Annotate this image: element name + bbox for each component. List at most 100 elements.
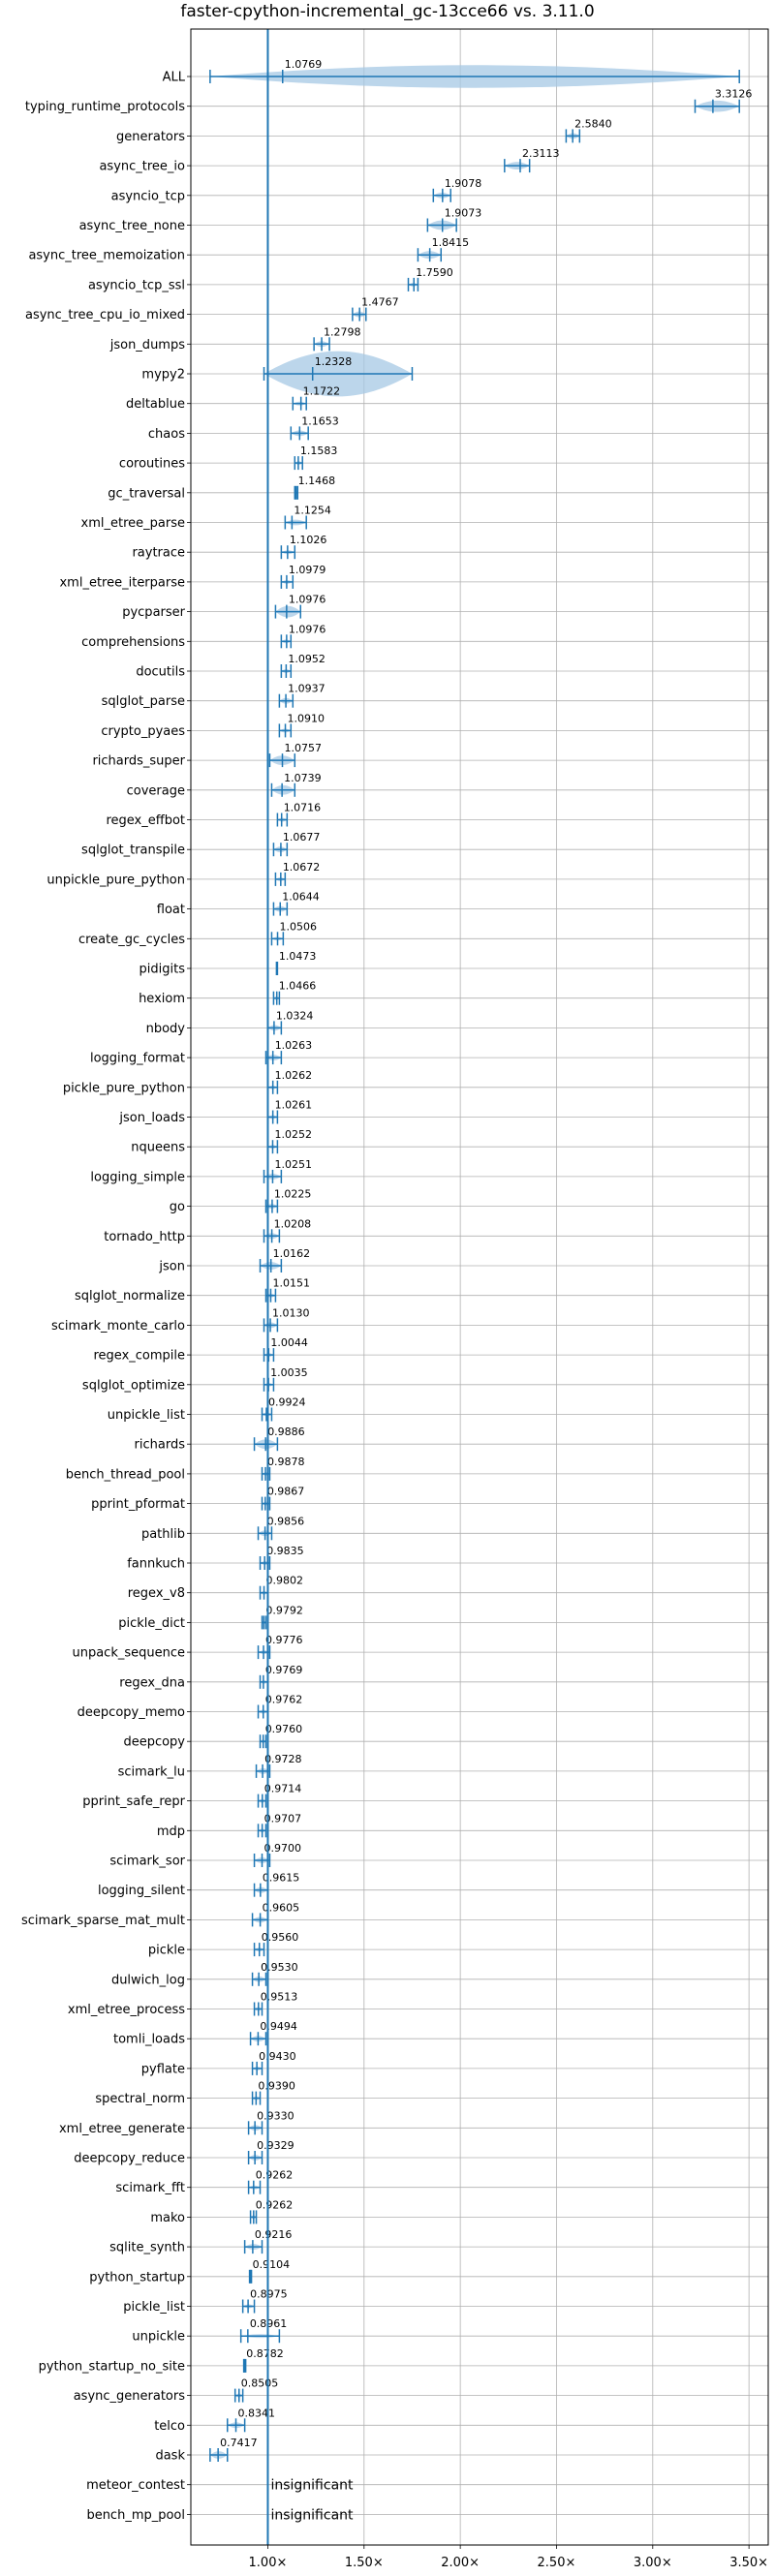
value-label: 0.7417 xyxy=(220,2437,258,2449)
value-label: 0.9769 xyxy=(265,1664,303,1676)
value-label: 3.3126 xyxy=(715,88,753,101)
value-label: 1.0252 xyxy=(274,1128,312,1141)
y-tick-label: tornado_http xyxy=(104,1230,185,1244)
value-label: 1.0151 xyxy=(272,1277,310,1290)
y-tick-label: logging_simple xyxy=(90,1170,185,1184)
y-tick-label: pickle xyxy=(148,1944,185,1958)
insignificant-label: insignificant xyxy=(270,2507,354,2523)
violins xyxy=(209,65,740,2459)
x-tick-label: 1.00× xyxy=(249,2556,288,2570)
value-label: 0.9776 xyxy=(265,1634,303,1646)
y-tick-label: async_tree_io xyxy=(99,160,185,174)
value-label: 1.2328 xyxy=(315,355,353,368)
value-label: 0.9430 xyxy=(259,2050,296,2063)
value-label: 1.0952 xyxy=(288,653,326,665)
y-tick-label: deepcopy_memo xyxy=(78,1705,185,1720)
x-tick-label: 1.50× xyxy=(345,2556,384,2570)
y-tick-label: unpickle xyxy=(132,2330,185,2345)
value-label: 0.9707 xyxy=(264,1812,302,1825)
y-tick-label: pickle_pure_python xyxy=(63,1081,185,1095)
y-tick-labels: ALL typing_runtime_protocols generators asy… xyxy=(21,71,191,2523)
value-label: 1.0262 xyxy=(275,1069,313,1082)
value-label: 1.0506 xyxy=(280,920,318,933)
y-tick-label: regex_effbot xyxy=(106,813,185,828)
value-label: 0.9615 xyxy=(263,1872,300,1885)
y-tick-label: deepcopy_reduce xyxy=(74,2152,185,2166)
value-label: 0.9104 xyxy=(253,2258,291,2271)
value-label: 1.0208 xyxy=(274,1217,312,1230)
violin-marks xyxy=(209,70,740,2462)
value-label: 1.0473 xyxy=(279,950,317,963)
value-label: 0.8341 xyxy=(238,2407,276,2419)
value-label: 0.9329 xyxy=(257,2139,294,2152)
value-label: 1.0251 xyxy=(274,1158,312,1171)
value-label: 1.1026 xyxy=(290,534,327,546)
y-tick-label: python_startup xyxy=(89,2270,185,2285)
y-tick-label: mako xyxy=(150,2211,185,2225)
y-tick-label: sqlite_synth xyxy=(109,2241,185,2255)
value-label: 1.0672 xyxy=(283,861,321,874)
value-label: 1.2798 xyxy=(324,325,361,338)
y-tick-label: richards xyxy=(135,1438,186,1453)
y-tick-label: regex_v8 xyxy=(128,1586,185,1601)
value-label: 0.9835 xyxy=(266,1545,304,1557)
value-label: 1.0979 xyxy=(289,564,326,576)
y-tick-label: scimark_monte_carlo xyxy=(51,1319,185,1334)
y-tick-label: tomli_loads xyxy=(113,2033,185,2047)
value-label: 0.9878 xyxy=(267,1456,305,1468)
value-label: 1.0130 xyxy=(272,1306,310,1319)
value-label: 0.9924 xyxy=(268,1396,306,1409)
y-tick-label: meteor_contest xyxy=(86,2478,185,2493)
value-label: 1.9078 xyxy=(445,177,482,190)
value-label: 0.9792 xyxy=(265,1604,303,1616)
y-tick-label: richards_super xyxy=(92,754,185,769)
y-tick-label: coverage xyxy=(127,783,185,798)
y-tick-label: pycparser xyxy=(122,605,185,620)
value-label: 1.0757 xyxy=(285,742,323,754)
y-tick-label: xml_etree_iterparse xyxy=(59,575,185,590)
y-tick-label: json xyxy=(158,1260,185,1274)
y-tick-label: bench_thread_pool xyxy=(66,1467,185,1482)
y-tick-label: sqlglot_parse xyxy=(102,694,185,709)
y-tick-label: ALL xyxy=(163,71,186,85)
value-label: 1.0263 xyxy=(275,1039,313,1052)
y-tick-label: gc_traversal xyxy=(108,486,185,501)
y-tick-label: pathlib xyxy=(141,1527,185,1542)
value-label: 0.9760 xyxy=(265,1723,303,1735)
y-tick-label: regex_compile xyxy=(93,1349,185,1364)
value-label: 1.0677 xyxy=(283,831,321,843)
value-label: 0.9530 xyxy=(261,1961,298,1974)
y-tick-label: scimark_fft xyxy=(115,2181,185,2195)
y-tick-label: logging_format xyxy=(90,1052,185,1066)
value-label: 0.9867 xyxy=(267,1486,305,1498)
y-tick-label: dask xyxy=(155,2449,185,2464)
value-label: 0.9262 xyxy=(256,2169,294,2182)
value-label: 0.9330 xyxy=(257,2109,294,2122)
x-tick-label: 3.50× xyxy=(729,2556,768,2570)
value-label: 1.0162 xyxy=(273,1247,311,1260)
value-label: 0.9216 xyxy=(255,2228,293,2241)
x-tick-labels: 1.00× 1.50× 2.00× 2.50× 3.00× 3.50× xyxy=(249,2545,768,2570)
value-label: 0.9714 xyxy=(264,1783,302,1795)
value-label: 0.9605 xyxy=(263,1901,300,1914)
value-label: 1.1254 xyxy=(294,505,331,517)
value-label: 1.0044 xyxy=(270,1336,308,1349)
y-tick-label: go xyxy=(170,1200,185,1214)
y-tick-label: scimark_lu xyxy=(118,1764,185,1779)
y-tick-label: raytrace xyxy=(132,546,185,561)
y-tick-label: mdp xyxy=(157,1825,185,1839)
value-label: 0.9513 xyxy=(261,1991,298,2004)
y-tick-label: async_tree_none xyxy=(79,219,185,233)
value-label: 1.0225 xyxy=(274,1188,312,1201)
y-tick-label: async_tree_cpu_io_mixed xyxy=(25,308,185,322)
y-tick-label: bench_mp_pool xyxy=(86,2508,185,2523)
value-label: 0.9390 xyxy=(258,2080,295,2093)
value-label: 1.9073 xyxy=(445,207,482,220)
x-tick-label: 3.00× xyxy=(634,2556,672,2570)
y-tick-label: fannkuch xyxy=(127,1557,185,1572)
y-tick-label: asyncio_tcp xyxy=(111,189,185,203)
y-tick-label: generators xyxy=(116,130,185,144)
y-tick-label: unpickle_pure_python xyxy=(46,873,185,887)
y-tick-label: chaos xyxy=(148,427,185,442)
y-tick-label: pyflate xyxy=(141,2062,185,2076)
